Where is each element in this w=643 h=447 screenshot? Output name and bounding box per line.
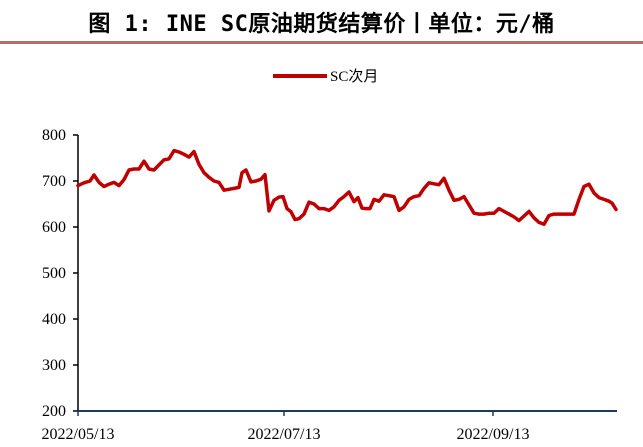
x-tick-label: 2022/07/13: [248, 426, 321, 443]
y-tick-label: 200: [42, 403, 66, 420]
y-tick-label: 600: [42, 219, 66, 236]
title-underline: [0, 41, 643, 44]
x-tick-label: 2022/09/13: [457, 426, 530, 443]
chart-title: 图 1: INE SC原油期货结算价丨单位：元/桶: [88, 12, 555, 37]
y-tick-label: 300: [42, 357, 66, 374]
y-tick-label: 800: [42, 127, 66, 144]
series-line-sc-next-month: [76, 148, 618, 226]
legend-label: SC次月: [330, 68, 378, 85]
x-axis: 2022/05/13 2022/07/13 2022/09/13: [42, 410, 617, 443]
y-tick-label: 500: [42, 265, 66, 282]
x-tick-label: 2022/05/13: [42, 426, 115, 443]
y-tick-label: 400: [42, 311, 66, 328]
legend: SC次月: [273, 68, 378, 85]
y-tick-label: 700: [42, 173, 66, 190]
y-axis: 200 300 400 500 600 700 800: [42, 127, 79, 420]
